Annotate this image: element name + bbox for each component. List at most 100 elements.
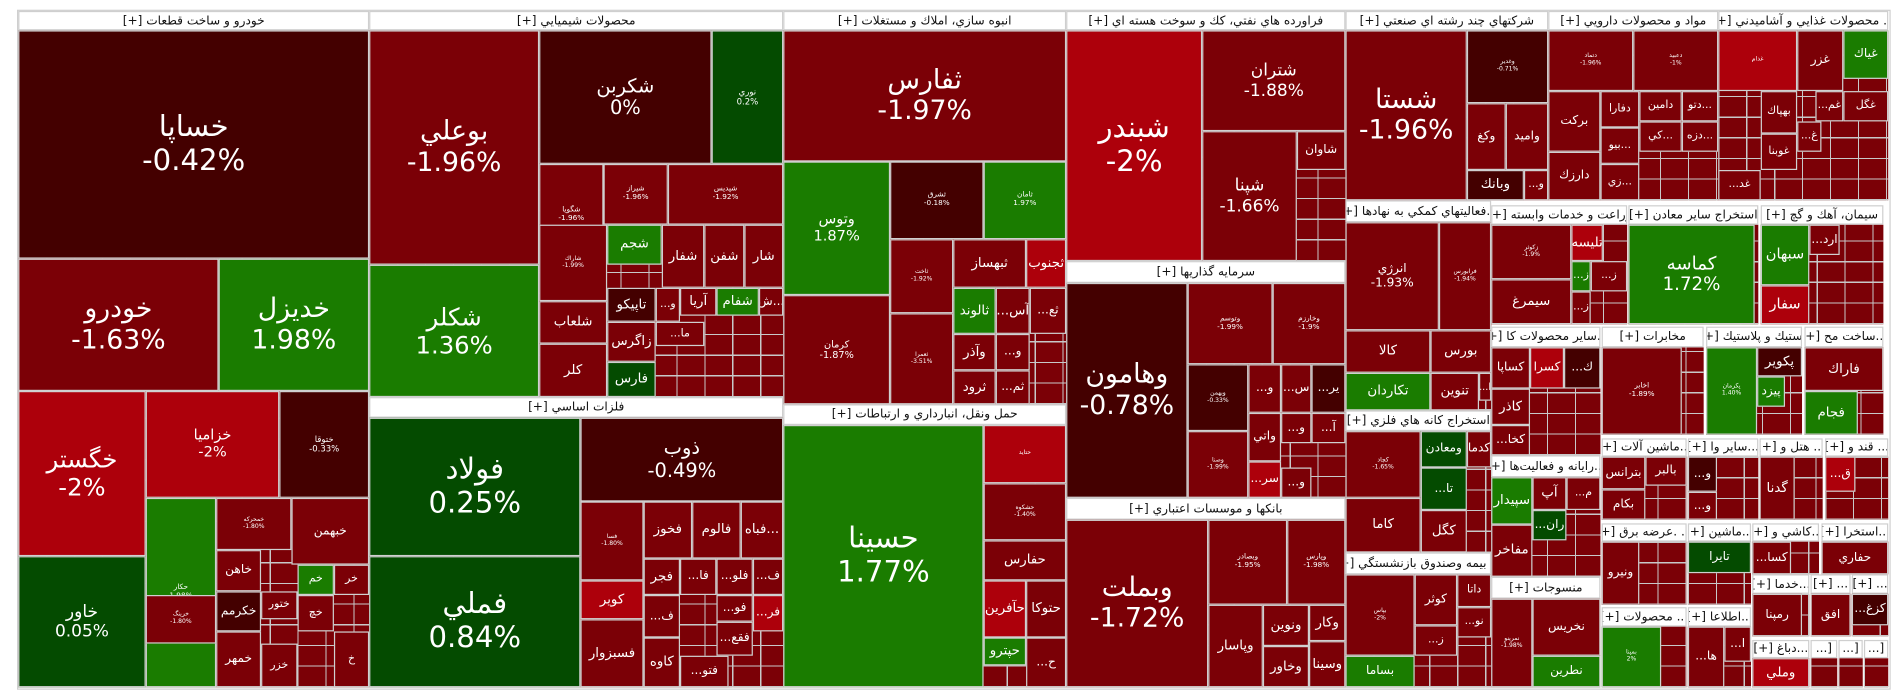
stock-tile[interactable]: كاذر [1491,388,1531,426]
stock-tile[interactable]: كچاد -1.65% [1345,431,1421,498]
stock-tile[interactable]: ...كسا [1752,541,1792,575]
stock-tile[interactable]: ...كزغ [1851,593,1889,626]
stock-tile[interactable]: شفار [661,224,705,288]
stock-tile[interactable]: حتوكا [1026,580,1067,638]
stock-tile[interactable]: تاپيكو [607,287,656,322]
stock-tile[interactable]: ...غد [1718,170,1761,201]
stock-tile[interactable]: ...فا [680,558,717,596]
stock-tile[interactable]: افق [1810,593,1851,637]
stock-tile[interactable]: ثرود [953,370,996,405]
stock-tile[interactable]: حفاري [1821,541,1889,575]
stock-tile[interactable]: ...ف [752,558,784,596]
stock-tile[interactable]: وبصادر -1.95% [1208,519,1288,605]
stock-tile[interactable]: كوير [580,580,644,620]
sector-header[interactable]: فراورده هاي نفتي، كك و سوخت هسته اي [+] [1066,10,1346,31]
stock-tile[interactable]: ...غم [1815,91,1844,122]
sector-header[interactable]: سيمان، آهك و گچ [+] [1760,205,1884,225]
stock-tile[interactable]: خودرو -1.63% [18,258,219,392]
stock-tile[interactable]: نمرينو -1.98% [1491,598,1533,688]
stock-tile[interactable]: شاراك -1.99% [539,224,608,302]
sector-header[interactable]: ... [+] [1810,574,1851,594]
stock-tile[interactable]: ش... [758,287,784,316]
sector-header[interactable]: ...ماشين آلات [+] [1601,438,1687,457]
stock-tile[interactable]: شستا -1.96% [1345,30,1467,201]
stock-tile[interactable]: شپديس -1.92% [667,163,784,225]
stock-tile[interactable]: آپ [1532,477,1567,511]
stock-tile[interactable]: حكار1.98% [145,497,217,688]
stock-tile[interactable]: ...كخا [1491,425,1531,456]
stock-tile[interactable]: كرمان -1.87% [783,295,891,405]
sector-header[interactable]: ...دباغ [+] [1752,639,1810,659]
stock-tile[interactable]: ...غ [1797,121,1822,152]
stock-tile[interactable]: ...آس [995,287,1030,334]
sector-header[interactable]: مخابرات [+] [1601,326,1704,348]
stock-tile[interactable]: گدنا [1759,456,1795,520]
stock-tile[interactable]: خرينگ -1.80% [145,595,217,644]
stock-tile[interactable]: وخاور [1262,646,1310,688]
stock-tile[interactable]: بپاس -2% [1345,574,1415,656]
stock-tile[interactable]: خديزل 1.98% [218,258,370,392]
sector-header[interactable]: انبوه سازي، املاك و مستغلات [+] [783,10,1067,31]
stock-tile[interactable]: ...ا [1479,372,1492,401]
stock-tile[interactable]: وبهمن -0.33% [1187,364,1249,432]
stock-tile[interactable]: كماسه 1.72% [1628,224,1755,325]
stock-tile[interactable]: سفار [1760,285,1810,325]
stock-tile[interactable]: دفارا [1600,91,1640,128]
sector-header[interactable]: لاستيك و پلاستيك [+] [1706,326,1803,348]
sector-header[interactable]: ... .عرضه برق [+] [1601,523,1687,542]
stock-tile[interactable]: پكرمان 1.40% [1706,347,1758,435]
stock-tile[interactable]: بالبر [1645,456,1687,486]
sector-header[interactable]: [... [1863,639,1889,659]
stock-tile[interactable]: خ [333,631,370,688]
stock-tile[interactable]: ...ثع [1029,287,1067,334]
stock-tile[interactable]: حپترو [983,637,1027,666]
stock-tile[interactable]: واميد [1505,103,1549,171]
stock-tile[interactable]: خمحركه -1.80% [216,497,292,551]
stock-tile[interactable]: آريا [680,287,717,316]
stock-tile[interactable]: ...ق [1825,456,1856,492]
stock-tile[interactable]: بكام [1601,489,1646,520]
stock-tile[interactable]: وكار [1309,604,1346,642]
stock-tile[interactable]: بمپنا 2% [1601,626,1662,688]
sector-header[interactable]: ... هتل و [+] [1759,438,1823,457]
stock-tile[interactable]: ...و [1523,170,1549,201]
stock-tile[interactable]: ثامان 1.97% [983,161,1067,240]
sector-header[interactable]: ...خدما [+] [1752,574,1810,594]
stock-tile[interactable]: خاهن [216,550,262,592]
stock-tile[interactable]: ثفارس -1.97% [783,30,1067,162]
stock-tile[interactable]: ...فتو [680,655,729,688]
stock-tile[interactable]: دارزك [1548,151,1601,201]
stock-tile[interactable]: دامين [1639,91,1682,122]
stock-tile[interactable]: ...فو [716,595,753,622]
stock-tile[interactable]: كلر [539,343,608,398]
stock-tile[interactable]: ...و [1687,491,1718,520]
stock-tile[interactable]: فالوم [692,501,741,559]
stock-tile[interactable]: خمهر [216,631,262,688]
stock-tile[interactable]: غوبنا [1760,133,1798,171]
stock-tile[interactable]: حآفرين [983,580,1027,638]
stock-tile[interactable]: ...و [1248,364,1282,413]
stock-tile[interactable]: واتي [1248,412,1282,462]
stock-tile[interactable]: وآذر [953,333,996,371]
stock-tile[interactable]: شكلر 1.36% [369,264,540,398]
stock-tile[interactable]: ...ير [1311,364,1346,413]
stock-tile[interactable]: ...و [1687,456,1718,492]
stock-tile[interactable]: نطرين [1532,655,1601,688]
stock-tile[interactable]: ...ف [643,595,681,638]
stock-tile[interactable]: فارس [607,361,656,398]
stock-tile[interactable]: ذوب -0.49% [580,417,784,502]
stock-tile[interactable]: ثالوند [953,287,996,334]
stock-tile[interactable]: شفن [704,224,745,288]
stock-tile[interactable]: ثبهساز [953,239,1027,288]
stock-tile[interactable]: وپارس -1.98% [1287,519,1346,605]
sector-header[interactable]: [... [1810,639,1838,659]
stock-tile[interactable]: كالا [1345,330,1431,373]
sector-header[interactable]: استخراج ساير معادن [+] [1628,205,1759,225]
stock-tile[interactable]: نوري 0.2% [711,30,784,164]
stock-tile[interactable]: نخريس [1532,598,1601,656]
stock-tile[interactable]: دزه... [1681,121,1719,152]
stock-tile[interactable]: خكرمم [216,591,262,632]
stock-tile[interactable]: فسبزوار [580,619,644,688]
stock-tile[interactable]: بهپاك [1760,91,1798,134]
stock-tile[interactable]: ...فقع [716,621,753,656]
